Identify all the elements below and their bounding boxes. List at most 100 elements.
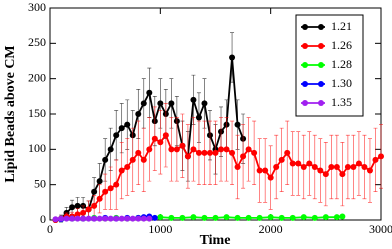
data-point (229, 54, 236, 61)
data-point (184, 153, 191, 160)
data-point (223, 214, 230, 221)
data-point (91, 215, 98, 222)
data-point (74, 202, 81, 209)
data-point (129, 156, 136, 163)
data-point (350, 164, 357, 170)
legend-marker (318, 43, 324, 49)
data-point (69, 204, 76, 211)
data-point (251, 149, 258, 156)
legend-label: 1.28 (331, 57, 352, 71)
data-point (328, 164, 335, 170)
data-point (173, 146, 180, 153)
y-tick-label: 200 (28, 70, 46, 84)
data-point (212, 214, 219, 221)
legend-marker (318, 24, 324, 30)
data-point (273, 164, 280, 170)
legend-marker (302, 81, 308, 87)
data-point (201, 149, 208, 156)
y-tick-label: 150 (28, 106, 46, 120)
y-tick-label: 100 (28, 141, 46, 155)
data-point (107, 146, 114, 153)
x-tick-label: 3000 (369, 222, 392, 236)
data-point (129, 215, 136, 222)
data-point (118, 167, 125, 174)
data-point (245, 146, 252, 153)
legend-label: 1.35 (331, 95, 352, 109)
data-point (85, 206, 92, 213)
data-point (317, 167, 324, 174)
data-point (262, 167, 269, 174)
y-tick-label: 300 (28, 0, 46, 14)
data-point (157, 100, 164, 107)
data-point (300, 214, 307, 221)
x-tick-label: 0 (47, 222, 53, 236)
data-point (96, 195, 103, 202)
data-point (201, 214, 208, 221)
data-point (378, 153, 384, 160)
data-point (201, 100, 208, 107)
data-point (284, 149, 291, 156)
data-point (311, 214, 318, 221)
data-point (355, 160, 362, 167)
data-point (91, 202, 98, 209)
data-point (206, 149, 213, 156)
data-point (333, 214, 340, 221)
data-point (190, 146, 197, 153)
data-point (118, 125, 125, 132)
data-point (267, 214, 274, 221)
data-point (80, 209, 87, 216)
y-tick-label: 250 (28, 35, 46, 49)
data-point (311, 164, 318, 170)
y-tick-label: 50 (34, 176, 46, 190)
data-point (146, 146, 153, 153)
data-point (339, 171, 346, 178)
legend-label: 1.21 (331, 19, 352, 33)
data-point (289, 214, 296, 221)
legend-marker (318, 62, 324, 68)
data-point (135, 149, 142, 156)
data-point (267, 174, 274, 181)
legend-marker (302, 62, 308, 68)
data-point (339, 213, 346, 220)
data-point (113, 181, 120, 188)
data-point (96, 178, 103, 185)
data-point (223, 146, 230, 153)
data-point (151, 214, 158, 221)
data-point (135, 111, 142, 117)
data-point (124, 215, 131, 222)
data-point (366, 167, 373, 174)
data-point (135, 215, 142, 222)
data-point (168, 100, 175, 107)
data-point (146, 215, 153, 222)
data-point (168, 214, 175, 221)
data-point (218, 146, 225, 153)
data-point (179, 214, 186, 221)
data-point (190, 214, 197, 221)
data-point (234, 214, 241, 221)
data-point (234, 164, 241, 170)
data-point (333, 164, 340, 170)
x-axis-label: Time (200, 233, 231, 248)
data-point (113, 132, 120, 139)
data-point (146, 89, 153, 96)
data-point (190, 96, 197, 103)
data-point (306, 160, 313, 167)
data-point (212, 149, 219, 156)
legend-label: 1.30 (331, 76, 352, 90)
data-point (107, 215, 114, 222)
data-point (295, 160, 302, 167)
data-point (240, 153, 247, 160)
data-point (278, 156, 285, 163)
y-tick-label: 0 (40, 212, 46, 226)
data-point (372, 156, 379, 163)
data-point (157, 139, 164, 146)
data-point (74, 215, 81, 222)
data-point (91, 188, 98, 195)
data-point (289, 160, 296, 167)
data-point (74, 211, 81, 218)
legend-marker (302, 24, 308, 30)
data-point (151, 135, 158, 142)
data-point (102, 215, 109, 222)
data-point (58, 215, 65, 222)
